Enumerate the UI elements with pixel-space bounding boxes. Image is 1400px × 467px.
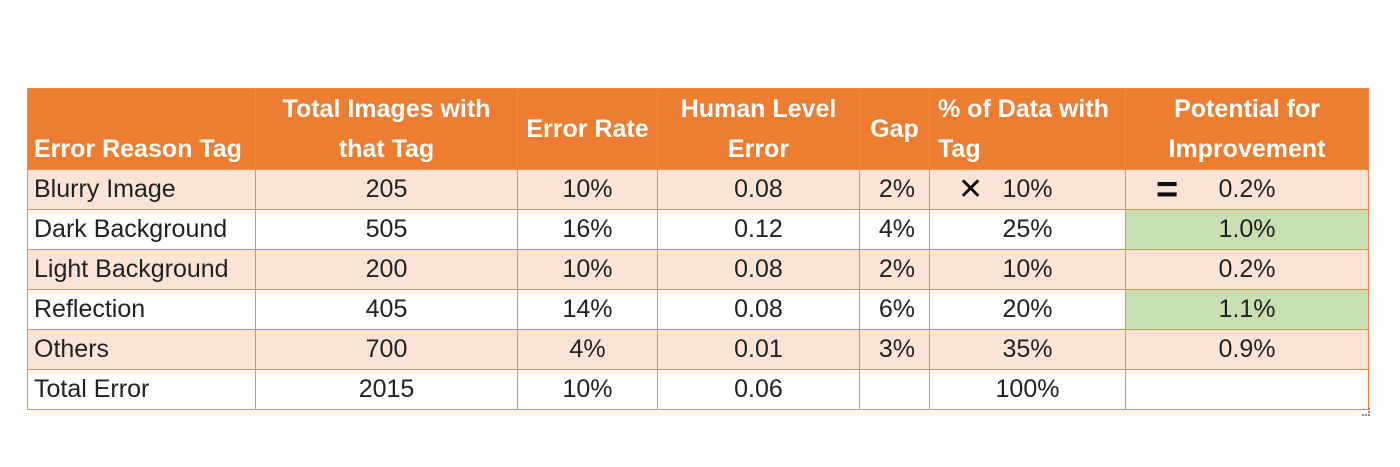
header-human-level-error: Human Level Error (657, 88, 860, 170)
cell-total: 700 (255, 329, 518, 370)
header-percent-data: % of Data with Tag (929, 88, 1126, 170)
cell-potential (1125, 369, 1369, 410)
header-total-images: Total Images with that Tag (255, 88, 518, 170)
cell-error-rate: 16% (517, 209, 658, 250)
header-line: Gap (870, 115, 919, 143)
cell-pct: 25% (929, 209, 1126, 250)
cell-tag: Total Error (27, 369, 256, 410)
cell-pct: ✕ 10% (929, 169, 1126, 210)
cell-pct: 35% (929, 329, 1126, 370)
cell-total: 200 (255, 249, 518, 290)
header-line: Error Rate (526, 115, 649, 143)
cell-human-error: 0.08 (657, 249, 860, 290)
cell-error-rate: 10% (517, 169, 658, 210)
cell-tag: Light Background (27, 249, 256, 290)
table-row-total: Total Error 2015 10% 0.06 100% (27, 369, 1369, 410)
header-line: Human Level (680, 95, 837, 123)
error-analysis-table: Error Reason Tag Total Images with that … (27, 88, 1369, 410)
cell-total: 205 (255, 169, 518, 210)
cell-value: 10% (1002, 175, 1053, 203)
cell-total: 405 (255, 289, 518, 330)
cell-potential: 1.1% (1125, 289, 1369, 330)
header-row: Error Reason Tag Total Images with that … (27, 88, 1369, 170)
cell-total: 2015 (255, 369, 518, 410)
cell-error-rate: 14% (517, 289, 658, 330)
cell-pct: 10% (929, 249, 1126, 290)
equals-icon: = (1156, 169, 1178, 210)
cell-tag: Reflection (27, 289, 256, 330)
cell-total: 505 (255, 209, 518, 250)
header-gap: Gap (859, 88, 930, 170)
cell-potential: 1.0% (1125, 209, 1369, 250)
header-line: Error Reason Tag (34, 135, 242, 163)
cell-tag: Blurry Image (27, 169, 256, 210)
table-row: Reflection 405 14% 0.08 6% 20% 1.1% (27, 289, 1369, 330)
cell-gap (859, 369, 930, 410)
cell-error-rate: 10% (517, 249, 658, 290)
cell-potential: = 0.2% (1125, 169, 1369, 210)
cell-error-rate: 4% (517, 329, 658, 370)
header-error-rate: Error Rate (517, 88, 658, 170)
cell-gap: 3% (859, 329, 930, 370)
cell-pct: 20% (929, 289, 1126, 330)
cell-potential: 0.2% (1125, 249, 1369, 290)
cell-human-error: 0.08 (657, 169, 860, 210)
cell-gap: 2% (859, 169, 930, 210)
header-line: Improvement (1168, 135, 1326, 163)
table-row: Light Background 200 10% 0.08 2% 10% 0.2… (27, 249, 1369, 290)
table-row: Dark Background 505 16% 0.12 4% 25% 1.0% (27, 209, 1369, 250)
cell-gap: 4% (859, 209, 930, 250)
table-row: Others 700 4% 0.01 3% 35% 0.9% (27, 329, 1369, 370)
header-line: % of Data with (938, 95, 1109, 123)
cell-human-error: 0.12 (657, 209, 860, 250)
cell-value: 0.2% (1218, 175, 1276, 203)
header-error-reason-tag: Error Reason Tag (27, 88, 256, 170)
header-line: Potential for (1174, 95, 1320, 123)
cell-pct: 100% (929, 369, 1126, 410)
times-icon: ✕ (958, 172, 984, 206)
header-potential-improvement: Potential for Improvement (1125, 88, 1369, 170)
cell-human-error: 0.08 (657, 289, 860, 330)
header-line: Tag (938, 135, 981, 163)
cell-tag: Dark Background (27, 209, 256, 250)
cell-human-error: 0.01 (657, 329, 860, 370)
header-line: that Tag (338, 135, 435, 163)
cell-gap: 2% (859, 249, 930, 290)
cell-human-error: 0.06 (657, 369, 860, 410)
cell-gap: 6% (859, 289, 930, 330)
cell-error-rate: 10% (517, 369, 658, 410)
header-line: Error (727, 135, 790, 163)
table-row: Blurry Image 205 10% 0.08 2% ✕ 10% = 0.2… (27, 169, 1369, 210)
cell-tag: Others (27, 329, 256, 370)
cell-potential: 0.9% (1125, 329, 1369, 370)
table-resize-handle[interactable] (1362, 408, 1370, 416)
header-line: Total Images with (282, 95, 491, 123)
